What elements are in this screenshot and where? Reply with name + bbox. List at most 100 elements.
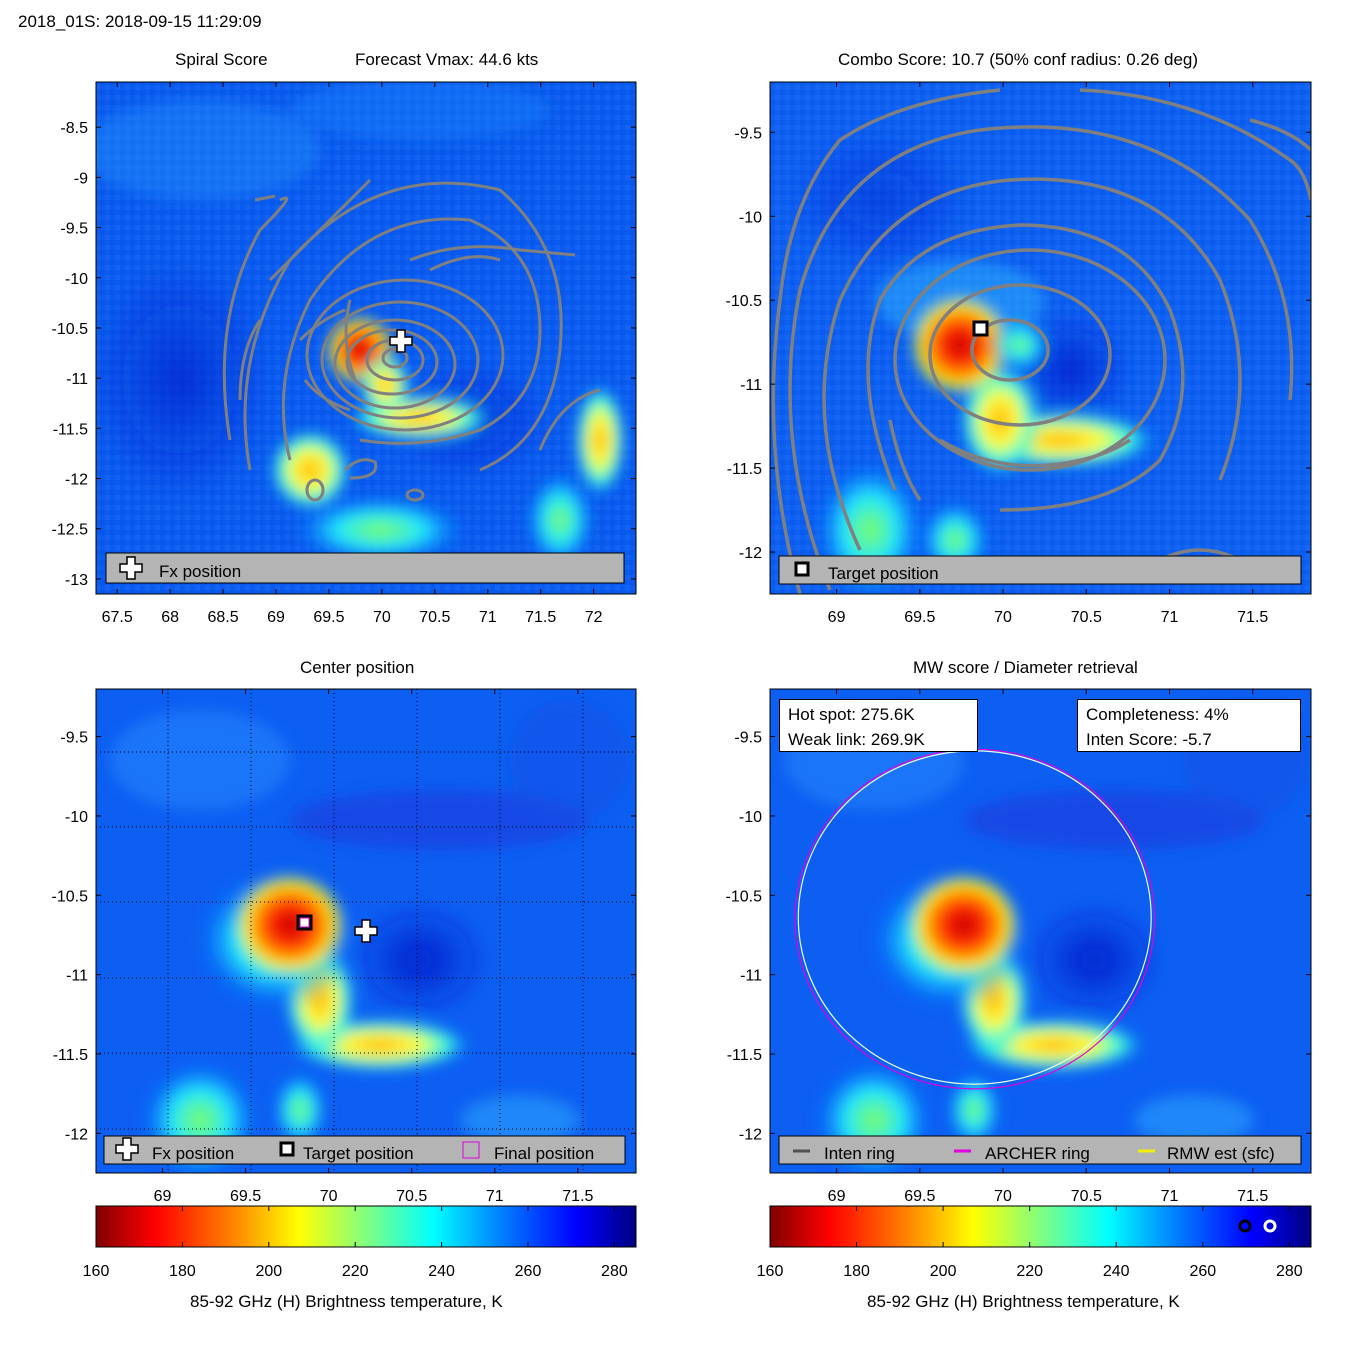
y-tick-label-0: -9.5 xyxy=(60,730,88,747)
x-tick-label-1: 69.5 xyxy=(904,1188,935,1205)
y-tick-label-5: -12 xyxy=(739,545,762,562)
y-tick-label-1: -9 xyxy=(74,170,88,187)
mw-legend-rmw: RMW est (sfc) xyxy=(1167,1144,1275,1163)
y-tick-label-4: -11.5 xyxy=(53,1047,88,1064)
spiral-contours xyxy=(222,178,601,502)
y-tick-label-2: -10.5 xyxy=(726,293,763,310)
x-tick-label-4: 71 xyxy=(486,1188,504,1205)
combo-score-title: Combo Score: 10.7 (50% conf radius: 0.26… xyxy=(838,50,1199,69)
x-tick-label-6: 70.5 xyxy=(419,609,450,626)
fx-position-marker xyxy=(389,329,413,353)
y-tick-label-6: -11.5 xyxy=(53,421,88,438)
y-tick-label-4: -11.5 xyxy=(727,1047,762,1064)
x-tick-label-2: 68.5 xyxy=(207,609,238,626)
cb-tick-label-6: 280 xyxy=(601,1263,628,1280)
axes-frame xyxy=(95,688,637,1174)
target-legend-icon xyxy=(794,561,810,577)
center-grid xyxy=(96,689,636,1173)
x-tick-label-2: 70 xyxy=(320,1188,338,1205)
y-tick-label-1: -10 xyxy=(739,209,762,226)
cb-tick-label-5: 260 xyxy=(515,1263,542,1280)
y-tick-label-1: -10 xyxy=(65,809,88,826)
cb-tick-label-5: 260 xyxy=(1189,1263,1216,1280)
target-legend-icon xyxy=(279,1141,295,1157)
x-tick-label-4: 71 xyxy=(1161,1188,1179,1205)
y-tick-label-3: -11 xyxy=(66,968,88,985)
x-tick-label-0: 67.5 xyxy=(102,609,133,626)
combo-score-panel: Target position 69 69.5 70 70.5 71 71.5 -9.5 -1… xyxy=(726,81,1312,626)
x-tick-label-5: 71.5 xyxy=(1237,609,1268,626)
final-legend-icon xyxy=(462,1141,480,1159)
x-tick-label-2: 70 xyxy=(994,609,1012,626)
cb-tick-label-2: 200 xyxy=(930,1263,957,1280)
combo-legend: Target position xyxy=(778,555,1302,585)
combo-legend-target: Target position xyxy=(828,564,939,583)
weak-link-text: Weak link: 269.9K xyxy=(788,730,925,749)
y-tick-label-3: -11 xyxy=(740,377,762,394)
center-legend-final: Final position xyxy=(494,1144,594,1163)
cb-tick-label-0: 160 xyxy=(757,1263,784,1280)
fx-legend-icon xyxy=(115,1137,139,1161)
spiral-score-title: Spiral Score xyxy=(175,50,268,69)
spiral-score-panel: Fx position 67.5 68 68.5 69 69.5 70 70.5 71 71.5… xyxy=(52,81,637,626)
fx-position-marker xyxy=(354,919,378,943)
completeness-text: Completeness: 4% xyxy=(1086,705,1229,724)
y-tick-label-0: -9.5 xyxy=(734,125,762,142)
center-position-panel: Fx position Target position Final positi… xyxy=(52,688,637,1205)
colorbar-right: 160 180 200 220 240 260 280 xyxy=(757,1205,1312,1280)
y-tick-label-7: -12 xyxy=(65,472,88,489)
x-tick-label-3: 70.5 xyxy=(396,1188,427,1205)
x-tick-label-2: 70 xyxy=(994,1188,1012,1205)
cb-tick-label-4: 240 xyxy=(428,1263,455,1280)
inten-score-text: Inten Score: -5.7 xyxy=(1086,730,1212,749)
y-tick-label-0: -8.5 xyxy=(60,120,88,137)
x-tick-label-4: 71 xyxy=(1161,609,1179,626)
y-tick-label-5: -12 xyxy=(739,1126,762,1143)
x-tick-label-1: 68 xyxy=(161,609,179,626)
mw-legend-inten: Inten ring xyxy=(824,1144,895,1163)
y-tick-label-5: -11 xyxy=(66,371,88,388)
x-tick-label-1: 69.5 xyxy=(230,1188,261,1205)
figure-title: 2018_01S: 2018-09-15 11:29:09 xyxy=(18,12,262,31)
x-tick-label-3: 70.5 xyxy=(1071,609,1102,626)
hot-spot-marker xyxy=(1238,1219,1252,1233)
mw-legend-archer: ARCHER ring xyxy=(985,1144,1090,1163)
y-tick-label-4: -10.5 xyxy=(52,321,89,338)
colorbar-label-right: 85-92 GHz (H) Brightness temperature, K xyxy=(867,1292,1180,1311)
x-tick-label-0: 69 xyxy=(154,1188,172,1205)
target-position-marker xyxy=(972,320,989,337)
y-tick-label-5: -12 xyxy=(65,1126,88,1143)
forecast-vmax-title: Forecast Vmax: 44.6 kts xyxy=(355,50,539,69)
colorbar-left: 160 180 200 220 240 260 280 xyxy=(83,1205,637,1280)
axes-frame xyxy=(95,81,637,595)
x-tick-label-0: 69 xyxy=(828,609,846,626)
cb-tick-label-3: 220 xyxy=(342,1263,369,1280)
cb-tick-label-6: 280 xyxy=(1276,1263,1303,1280)
y-tick-label-3: -11 xyxy=(740,968,762,985)
x-tick-label-3: 69 xyxy=(267,609,285,626)
x-tick-label-4: 69.5 xyxy=(313,609,344,626)
cb-tick-label-3: 220 xyxy=(1016,1263,1043,1280)
y-tick-label-4: -11.5 xyxy=(727,461,762,478)
x-tick-label-5: 71.5 xyxy=(562,1188,593,1205)
center-legend: Fx position Target position Final positi… xyxy=(103,1135,626,1165)
x-tick-label-1: 69.5 xyxy=(904,609,935,626)
x-tick-label-8: 71.5 xyxy=(525,609,556,626)
x-tick-label-5: 70 xyxy=(373,609,391,626)
y-tick-label-2: -10.5 xyxy=(726,888,763,905)
cb-tick-label-1: 180 xyxy=(169,1263,196,1280)
mw-legend: Inten ring ARCHER ring RMW est (sfc) xyxy=(778,1135,1302,1165)
center-position-title: Center position xyxy=(300,658,415,677)
mw-score-panel: Inten ring ARCHER ring RMW est (sfc) 69 6… xyxy=(726,688,1312,1205)
hot-spot-box: Hot spot: 275.6K Weak link: 269.9K xyxy=(779,699,978,752)
mw-score-title: MW score / Diameter retrieval xyxy=(913,658,1138,677)
target-position-marker xyxy=(296,914,313,931)
spiral-legend: Fx position xyxy=(105,552,625,584)
cb-tick-label-2: 200 xyxy=(255,1263,282,1280)
y-tick-label-8: -12.5 xyxy=(52,522,89,539)
x-tick-label-0: 69 xyxy=(828,1188,846,1205)
x-tick-label-5: 71.5 xyxy=(1237,1188,1268,1205)
y-tick-label-2: -9.5 xyxy=(60,221,88,238)
y-tick-label-0: -9.5 xyxy=(734,730,762,747)
